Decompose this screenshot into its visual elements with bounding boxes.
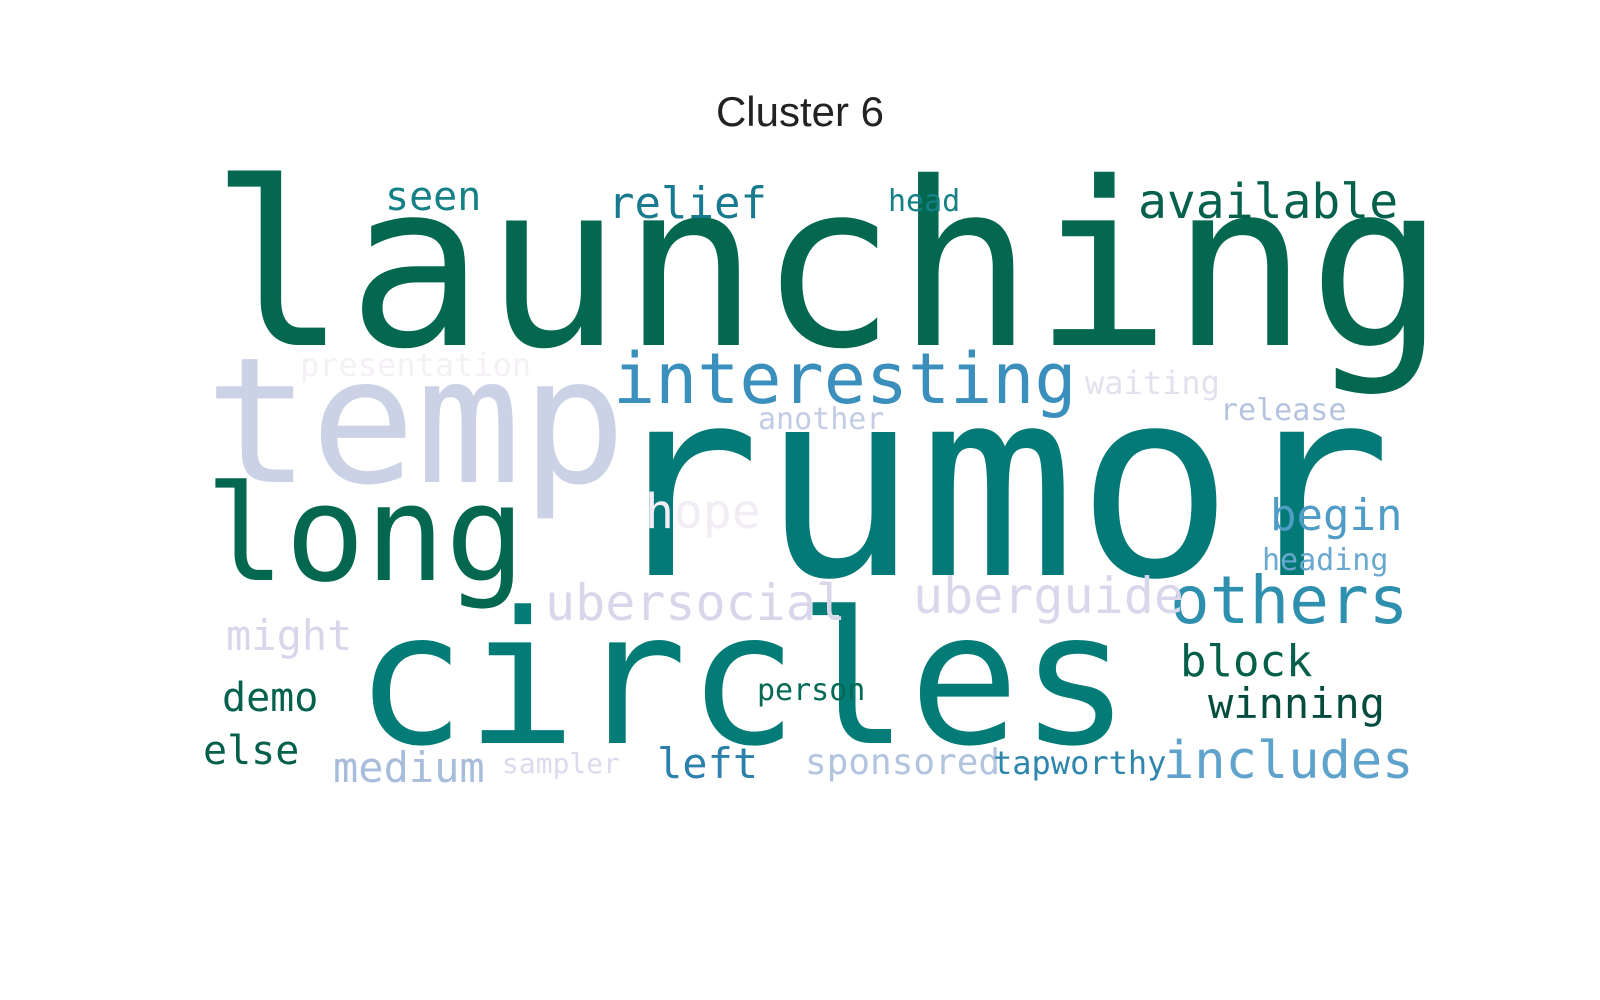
word-block: block — [1180, 636, 1312, 687]
chart-title: Cluster 6 — [715, 88, 885, 135]
word-long: long — [205, 458, 525, 612]
word-rumor: rumor — [603, 332, 1392, 637]
word-else: else — [203, 728, 299, 774]
word-others: others — [1170, 562, 1408, 639]
word-head: head — [888, 184, 960, 219]
word-launching: launching — [210, 133, 1445, 399]
word-relief: relief — [608, 178, 767, 229]
word-demo: demo — [222, 675, 318, 721]
word-winning: winning — [1208, 679, 1385, 728]
word-hope: hope — [645, 484, 761, 540]
word-release: release — [1220, 393, 1346, 428]
word-interesting: interesting — [613, 338, 1077, 420]
word-temp: temp — [205, 321, 626, 524]
word-another: another — [758, 402, 884, 437]
word-person: person — [757, 673, 865, 708]
word-heading: heading — [1262, 543, 1388, 578]
word-begin: begin — [1270, 490, 1402, 541]
word-uberguide: uberguide — [913, 567, 1184, 625]
word-includes: includes — [1163, 731, 1413, 791]
word-presentation: presentation — [300, 346, 531, 384]
word-seen: seen — [385, 174, 481, 220]
word-waiting: waiting — [1085, 364, 1220, 402]
word-tapworthy: tapworthy — [993, 744, 1166, 782]
word-left: left — [657, 739, 758, 788]
word-available: available — [1138, 174, 1398, 230]
word-might: might — [226, 611, 352, 660]
word-sampler: sampler — [502, 747, 620, 780]
word-ubersocial: ubersocial — [545, 574, 846, 632]
word-circles: circles — [355, 573, 1130, 787]
word-medium: medium — [333, 743, 485, 792]
word-sponsored: sponsored — [805, 742, 1000, 783]
